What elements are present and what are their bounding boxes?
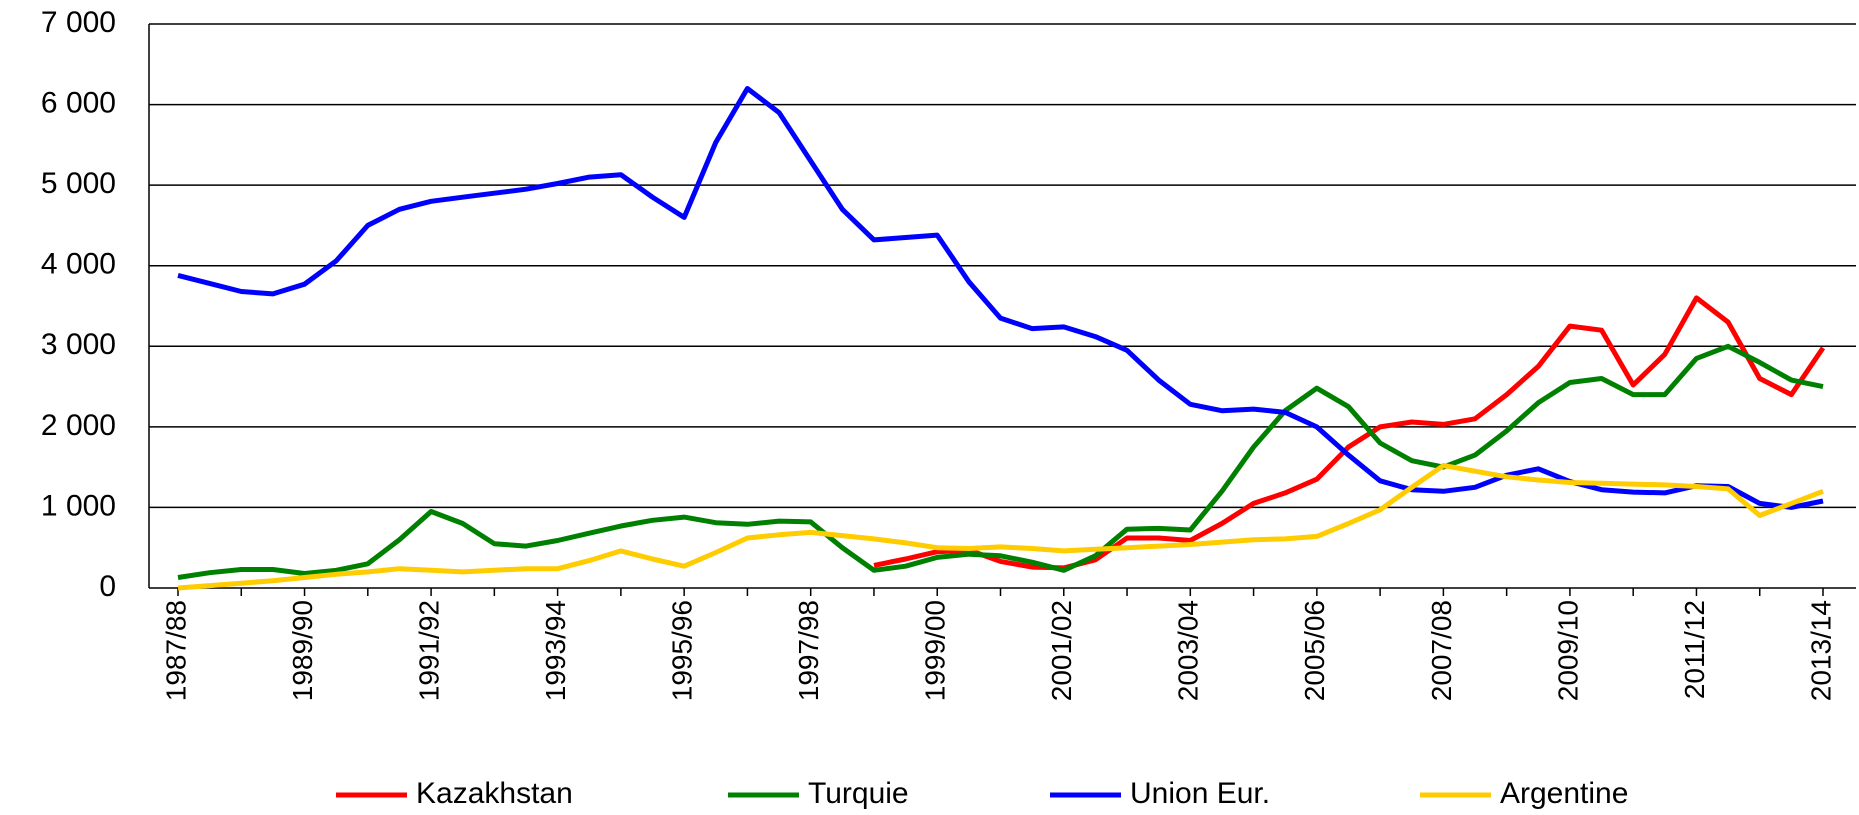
y-tick-label: 1 000 <box>41 489 116 522</box>
y-tick-label: 0 <box>99 570 116 603</box>
x-tick-label: 2009/10 <box>1552 600 1583 701</box>
y-tick-label: 7 000 <box>41 6 116 39</box>
line-series <box>873 295 1826 571</box>
y-tick-label: 5 000 <box>41 167 116 200</box>
line-series <box>177 463 1824 591</box>
x-tick-label: 1987/88 <box>160 600 191 701</box>
legend-label: Argentine <box>1500 777 1628 810</box>
x-tick-label: 1993/94 <box>540 600 571 701</box>
x-tick-label: 2013/14 <box>1805 600 1836 701</box>
x-tick-label: 2011/12 <box>1679 600 1710 699</box>
x-tick-label: 1999/00 <box>920 600 951 701</box>
legend-label: Union Eur. <box>1130 777 1270 810</box>
x-tick-label: 2003/04 <box>1173 600 1204 701</box>
x-tick-label: 2005/06 <box>1299 600 1330 701</box>
x-tick-label: 1997/98 <box>793 600 824 701</box>
y-tick-label: 6 000 <box>41 86 116 119</box>
x-tick-label: 2001/02 <box>1046 600 1077 701</box>
y-tick-label: 2 000 <box>41 409 116 442</box>
y-tick-label: 3 000 <box>41 328 116 361</box>
line-series <box>177 343 1824 580</box>
x-tick-label: 1991/92 <box>413 600 444 701</box>
legend-label: Turquie <box>808 777 909 810</box>
y-tick-label: 4 000 <box>41 248 116 281</box>
x-tick-label: 1995/96 <box>667 600 698 701</box>
legend-label: Kazakhstan <box>416 777 573 810</box>
x-tick-label: 2007/08 <box>1426 600 1457 701</box>
line-series <box>177 86 1824 510</box>
x-tick-label: 1989/90 <box>287 600 318 701</box>
